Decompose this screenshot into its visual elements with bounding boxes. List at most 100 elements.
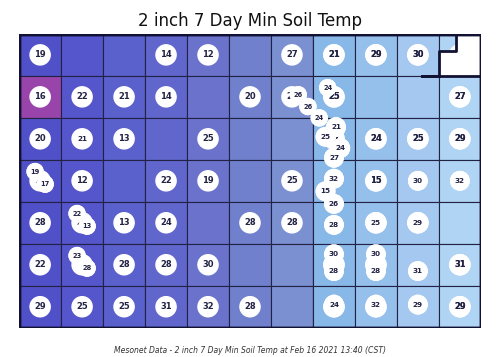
Text: 25: 25 <box>286 176 298 185</box>
Text: 19: 19 <box>202 176 214 185</box>
Bar <box>145 34 187 76</box>
Bar <box>61 286 103 328</box>
Text: 29: 29 <box>34 302 46 311</box>
Text: 24: 24 <box>328 302 340 311</box>
Bar <box>19 286 61 328</box>
Circle shape <box>27 164 43 180</box>
Text: 31: 31 <box>413 268 423 274</box>
Circle shape <box>366 255 386 275</box>
Circle shape <box>408 213 427 232</box>
Circle shape <box>156 297 176 317</box>
Text: 24: 24 <box>314 115 324 121</box>
Circle shape <box>366 213 385 232</box>
Bar <box>19 160 61 202</box>
Text: 24: 24 <box>335 145 345 151</box>
Circle shape <box>324 216 343 234</box>
Text: 31: 31 <box>454 260 466 269</box>
Text: 24: 24 <box>335 145 345 151</box>
Text: 26: 26 <box>294 92 303 98</box>
Bar <box>61 118 103 160</box>
Bar <box>229 202 271 244</box>
Text: 12: 12 <box>76 176 88 185</box>
Text: 19: 19 <box>30 169 40 175</box>
Text: 21: 21 <box>328 50 340 59</box>
Text: 13: 13 <box>118 218 130 227</box>
Bar <box>439 244 481 286</box>
Bar <box>271 34 313 76</box>
Circle shape <box>72 171 92 191</box>
Text: 14: 14 <box>160 50 172 59</box>
Bar <box>313 202 355 244</box>
Text: 29: 29 <box>370 50 382 59</box>
Circle shape <box>366 171 386 191</box>
Text: 19: 19 <box>34 50 46 59</box>
Text: 32: 32 <box>455 178 465 184</box>
Text: 25: 25 <box>412 134 424 143</box>
Circle shape <box>282 45 302 65</box>
Circle shape <box>324 295 343 314</box>
Bar <box>19 202 61 244</box>
Circle shape <box>324 262 343 280</box>
Text: 29: 29 <box>454 302 466 311</box>
Circle shape <box>327 118 345 136</box>
Text: 26: 26 <box>370 218 382 227</box>
Circle shape <box>69 206 85 222</box>
Circle shape <box>79 260 95 276</box>
Circle shape <box>320 80 336 96</box>
Circle shape <box>408 262 427 280</box>
Bar <box>19 118 61 160</box>
Circle shape <box>300 99 316 115</box>
Circle shape <box>450 255 470 275</box>
Bar <box>271 244 313 286</box>
Text: 29: 29 <box>454 134 466 143</box>
Circle shape <box>450 172 469 190</box>
Circle shape <box>240 213 260 233</box>
Bar <box>145 202 187 244</box>
Bar <box>271 118 313 160</box>
Text: 30: 30 <box>202 260 214 269</box>
Bar <box>103 76 145 118</box>
Bar <box>439 118 481 160</box>
Text: 26: 26 <box>286 92 298 101</box>
Text: 31: 31 <box>454 50 466 59</box>
Text: 32: 32 <box>202 302 214 311</box>
Circle shape <box>324 129 344 149</box>
Text: 25: 25 <box>202 134 214 143</box>
Circle shape <box>366 245 385 263</box>
Text: 28: 28 <box>328 260 340 269</box>
Text: 28: 28 <box>244 302 256 311</box>
Text: 23: 23 <box>72 252 82 258</box>
Circle shape <box>366 297 386 317</box>
Circle shape <box>30 255 50 275</box>
Circle shape <box>450 129 470 149</box>
Bar <box>397 244 439 286</box>
Circle shape <box>69 247 85 263</box>
Text: 26: 26 <box>329 201 339 207</box>
Bar <box>313 118 355 160</box>
Bar <box>145 76 187 118</box>
Circle shape <box>72 255 92 275</box>
Circle shape <box>408 295 427 314</box>
Text: 17: 17 <box>40 181 50 187</box>
Bar <box>397 202 439 244</box>
Bar <box>355 286 397 328</box>
Circle shape <box>37 176 53 192</box>
Text: 20: 20 <box>244 92 256 101</box>
Text: 30: 30 <box>371 251 381 257</box>
Text: 27: 27 <box>454 92 466 101</box>
Bar <box>313 202 355 244</box>
Circle shape <box>450 87 470 107</box>
Bar <box>103 34 145 76</box>
Text: 16: 16 <box>34 92 46 101</box>
Circle shape <box>72 297 92 317</box>
Circle shape <box>114 297 134 317</box>
Bar <box>271 202 313 244</box>
Text: Mesonet Data - 2 inch 7 Day Min Soil Temp at Feb 16 2021 13:40 (CST): Mesonet Data - 2 inch 7 Day Min Soil Tem… <box>114 346 386 355</box>
Text: 29: 29 <box>413 302 423 308</box>
Bar <box>271 286 313 328</box>
Circle shape <box>408 45 428 65</box>
Text: 9: 9 <box>79 260 85 269</box>
Circle shape <box>366 295 385 314</box>
Circle shape <box>324 245 343 263</box>
Text: 30: 30 <box>370 260 382 269</box>
